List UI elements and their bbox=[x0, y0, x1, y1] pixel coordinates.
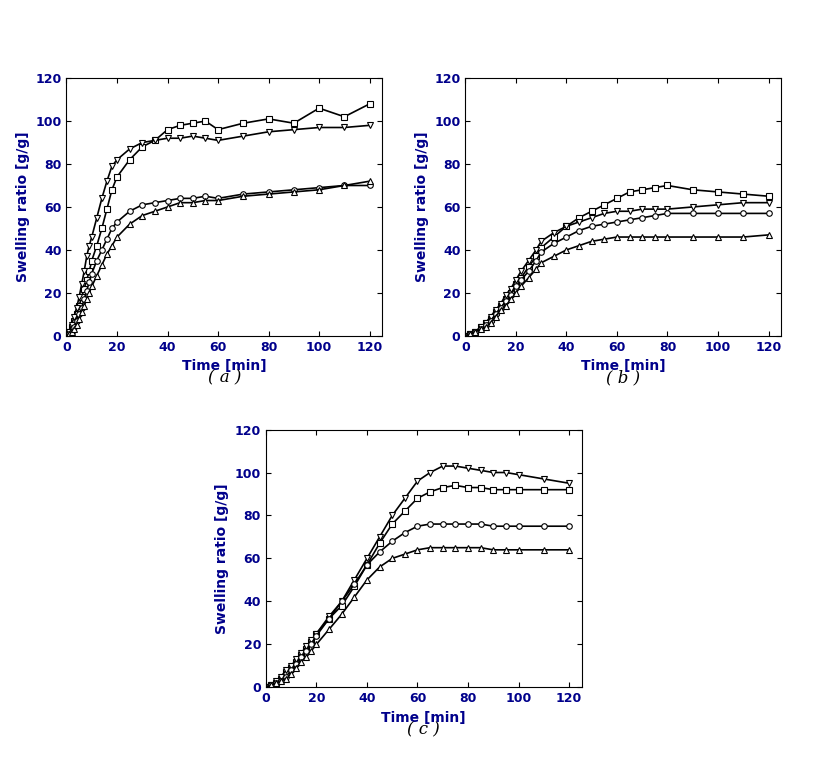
X-axis label: Time [min]: Time [min] bbox=[581, 359, 666, 373]
X-axis label: Time [min]: Time [min] bbox=[182, 359, 267, 373]
Text: ( b ): ( b ) bbox=[606, 369, 641, 387]
Y-axis label: Swelling ratio [g/g]: Swelling ratio [g/g] bbox=[415, 132, 429, 282]
Y-axis label: Swelling ratio [g/g]: Swelling ratio [g/g] bbox=[215, 483, 229, 633]
Text: ( a ): ( a ) bbox=[208, 369, 241, 387]
X-axis label: Time [min]: Time [min] bbox=[381, 711, 466, 725]
Text: ( c ): ( c ) bbox=[407, 721, 440, 738]
Y-axis label: Swelling ratio [g/g]: Swelling ratio [g/g] bbox=[16, 132, 30, 282]
